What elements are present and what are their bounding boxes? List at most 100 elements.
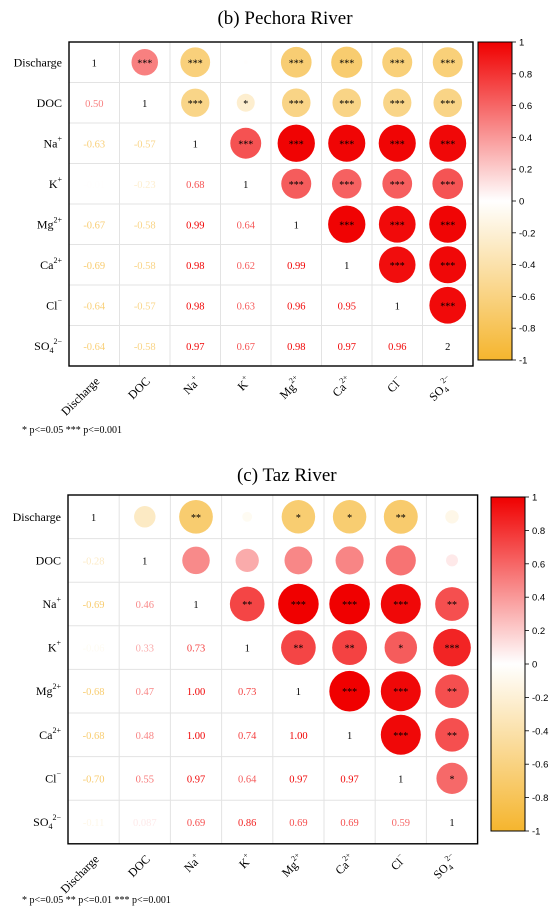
- correlation-value: 0.97: [338, 342, 356, 353]
- significance-footnote: * p<=0.05 *** p<=0.001: [22, 425, 122, 436]
- correlation-value: -0.58: [134, 261, 156, 272]
- variable-superscript: +: [56, 595, 61, 604]
- correlation-circle: [382, 47, 413, 78]
- correlation-value: -0.23: [134, 180, 156, 191]
- column-label: SO42−: [425, 372, 458, 405]
- significance-stars: ***: [440, 139, 455, 150]
- variable-superscript: 2−: [443, 850, 456, 863]
- diagonal-value: 1: [245, 644, 250, 655]
- correlation-circle: [429, 205, 467, 243]
- variable-subscript: 4: [446, 863, 455, 872]
- correlation-value: -0.70: [83, 774, 105, 785]
- correlation-circle: [131, 48, 159, 76]
- column-label: Na+: [179, 372, 204, 397]
- row-label: Mg2+: [36, 682, 62, 698]
- significance-stars: **: [447, 687, 457, 698]
- row-label: Cl−: [46, 296, 62, 312]
- correlation-value: 0.68: [186, 180, 204, 191]
- correlation-value: 0.48: [136, 731, 154, 742]
- significance-stars: ***: [188, 58, 203, 69]
- correlation-value: 0.50: [85, 99, 103, 110]
- correlation-value: 0.69: [187, 818, 205, 829]
- variable-name: Mg: [36, 684, 53, 698]
- variable-name: Ca: [330, 380, 350, 400]
- correlation-circle: [435, 717, 469, 752]
- significance-stars: ***: [393, 687, 408, 698]
- significance-stars: ***: [339, 99, 354, 110]
- column-label: Ca2+: [328, 372, 355, 399]
- correlation-value: 0.97: [186, 342, 204, 353]
- row-label: DOC: [36, 553, 61, 567]
- variable-name: DOC: [37, 96, 62, 110]
- correlation-value: 0.74: [238, 731, 257, 742]
- row-label: Na+: [43, 134, 62, 150]
- column-label: Ca2+: [331, 850, 358, 877]
- correlation-circle: [435, 587, 469, 621]
- correlation-circle: [378, 205, 416, 243]
- correlation-circle: [429, 246, 467, 284]
- colorbar-tick-label: 0.2: [519, 165, 532, 176]
- significance-stars: *: [347, 513, 352, 524]
- significance-stars: ***: [440, 180, 455, 191]
- plot-frame: [67, 494, 479, 845]
- colorbar-tick-label: 0.6: [519, 101, 532, 112]
- colorbar-tick-label: -0.8: [532, 793, 548, 804]
- colorbar-tick-label: 0.4: [532, 593, 545, 604]
- variable-name: Na: [43, 136, 58, 150]
- variable-superscript: +: [56, 639, 61, 648]
- correlation-circle: [383, 88, 412, 117]
- correlation-value: 0.73: [238, 687, 256, 698]
- correlation-circle: [280, 46, 312, 78]
- correlation-circle: [435, 674, 469, 709]
- variable-superscript: −: [391, 372, 401, 382]
- correlation-value: 0.86: [238, 818, 256, 829]
- column-label: K+: [233, 372, 254, 393]
- variable-superscript: 2+: [53, 215, 62, 224]
- variable-superscript: +: [189, 372, 199, 382]
- column-label: Discharge: [58, 374, 102, 418]
- column-label: K+: [235, 850, 256, 871]
- significance-stars: ***: [440, 99, 455, 110]
- correlation-value: -0.06: [83, 644, 105, 655]
- correlation-circle: [284, 546, 313, 575]
- significance-stars: ***: [339, 180, 354, 191]
- correlation-circle: [432, 47, 463, 78]
- correlation-circle: [445, 510, 459, 524]
- significance-stars: ***: [393, 731, 408, 742]
- correlation-circle: [181, 88, 210, 117]
- column-label: DOC: [125, 374, 153, 402]
- correlation-value: 0.33: [136, 644, 154, 655]
- significance-stars: **: [191, 513, 201, 524]
- row-label: Ca2+: [40, 256, 62, 272]
- correlation-circle: [380, 714, 421, 755]
- significance-stars: ***: [342, 687, 357, 698]
- significance-stars: ***: [440, 58, 455, 69]
- correlation-circle: [134, 506, 156, 528]
- correlation-value: 0.59: [392, 818, 410, 829]
- column-label: Mg2+: [277, 850, 306, 879]
- correlation-value: 1.00: [187, 687, 205, 698]
- correlation-value: 0.96: [388, 342, 406, 353]
- column-label: Cl−: [386, 850, 409, 873]
- significance-stars: ***: [339, 220, 354, 231]
- significance-stars: ***: [440, 261, 455, 272]
- colorbar-tick-label: 0.2: [532, 626, 545, 637]
- correlation-value: 0.97: [340, 774, 358, 785]
- significance-stars: ***: [393, 600, 408, 611]
- significance-stars: **: [242, 600, 252, 611]
- significance-stars: **: [447, 600, 457, 611]
- diagonal-value: 1: [347, 731, 352, 742]
- variable-superscript: −: [394, 850, 404, 860]
- correlation-circle: [380, 671, 421, 712]
- significance-footnote: * p<=0.05 ** p<=0.01 *** p<=0.001: [22, 895, 171, 906]
- significance-stars: ***: [390, 180, 405, 191]
- correlation-circle: [281, 500, 316, 534]
- diagonal-value: 1: [449, 818, 454, 829]
- correlation-circle: [281, 88, 311, 118]
- colorbar-tick-label: 0.8: [532, 526, 545, 537]
- significance-stars: ***: [342, 600, 357, 611]
- column-label: SO42−: [429, 850, 462, 883]
- correlation-value: 0.55: [136, 774, 154, 785]
- colorbar-tick-label: -0.6: [519, 292, 535, 303]
